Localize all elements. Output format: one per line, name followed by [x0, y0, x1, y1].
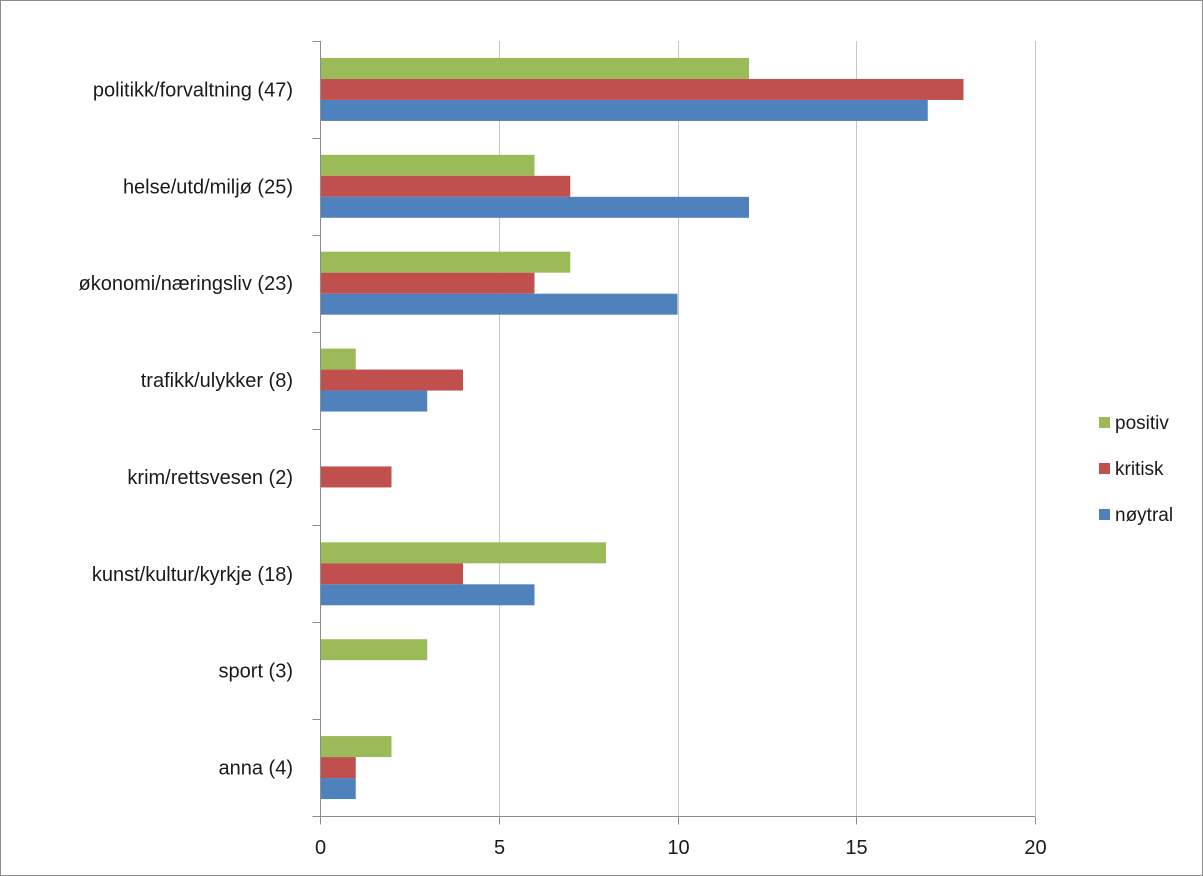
bar-kritisk	[320, 563, 463, 585]
x-tick-label: 5	[494, 837, 505, 859]
bar-nøytral	[320, 293, 678, 315]
axes	[312, 41, 1036, 825]
bar-positiv	[320, 251, 571, 273]
legend-swatch-positiv	[1099, 417, 1110, 428]
bar-positiv	[320, 154, 535, 176]
x-tick-label: 20	[1024, 837, 1046, 859]
bar-kritisk	[320, 757, 356, 779]
bars	[320, 57, 964, 800]
category-label: anna (4)	[219, 758, 294, 780]
category-label: politikk/forvaltning (47)	[93, 79, 293, 101]
bar-positiv	[320, 736, 392, 758]
bar-nøytral	[320, 778, 356, 800]
x-tick-label: 10	[667, 837, 689, 859]
bar-nøytral	[320, 99, 928, 121]
x-tick-label: 15	[845, 837, 867, 859]
bar-positiv	[320, 639, 428, 661]
x-tick-label: 0	[315, 837, 326, 859]
category-label: økonomi/næringsliv (23)	[78, 273, 293, 295]
category-label: helse/utd/miljø (25)	[123, 176, 293, 198]
category-label: krim/rettsvesen (2)	[127, 467, 293, 489]
x-tick-labels: 0 5 10 15 20	[315, 837, 1047, 859]
bar-nøytral	[320, 390, 428, 412]
bar-positiv	[320, 348, 356, 370]
bar-positiv	[320, 542, 606, 564]
category-labels: politikk/forvaltning (47) helse/utd/miljø…	[78, 79, 293, 779]
category-label: trafikk/ulykker (8)	[141, 370, 293, 392]
category-label: sport (3)	[219, 661, 293, 683]
legend-swatch-nøytral	[1099, 509, 1110, 520]
bar-kritisk	[320, 272, 535, 294]
bar-nøytral	[320, 196, 749, 218]
bar-kritisk	[320, 175, 571, 197]
legend-swatch-kritisk	[1099, 463, 1110, 474]
bar-kritisk	[320, 466, 392, 488]
bar-kritisk	[320, 369, 463, 391]
bar-positiv	[320, 57, 749, 79]
legend-label-kritisk: kritisk	[1115, 459, 1164, 480]
bar-kritisk	[320, 78, 964, 100]
bar-nøytral	[320, 584, 535, 606]
category-label: kunst/kultur/kyrkje (18)	[92, 564, 293, 586]
legend: positiv kritisk nøytral	[1099, 413, 1173, 526]
legend-label-nøytral: nøytral	[1115, 505, 1173, 526]
legend-label-positiv: positiv	[1115, 413, 1169, 434]
gridlines	[499, 41, 1036, 816]
